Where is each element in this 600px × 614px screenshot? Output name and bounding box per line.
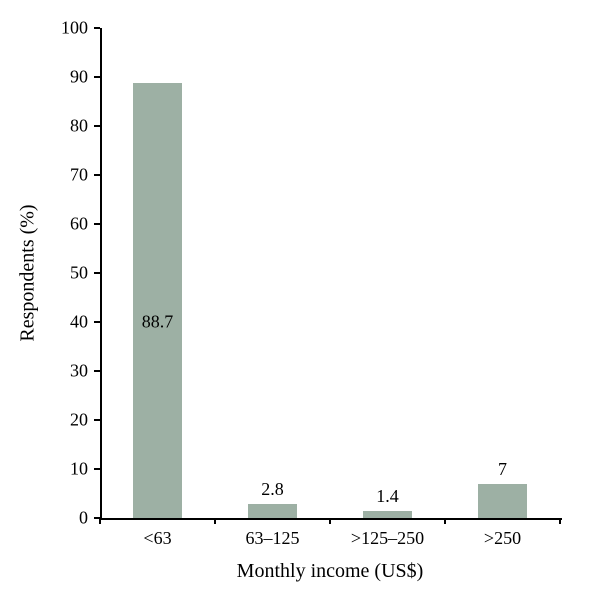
y-tick-label: 10 <box>0 459 88 480</box>
y-tick-label: 80 <box>0 116 88 137</box>
x-tick-label: >250 <box>484 528 521 549</box>
y-tick-label: 20 <box>0 410 88 431</box>
y-tick <box>94 419 100 421</box>
y-tick <box>94 174 100 176</box>
y-tick-label: 30 <box>0 361 88 382</box>
y-axis-line <box>100 28 102 520</box>
y-tick-label: 0 <box>0 508 88 529</box>
y-tick-label: 90 <box>0 67 88 88</box>
y-tick <box>94 321 100 323</box>
x-tick <box>99 518 101 524</box>
x-tick-label: <63 <box>143 528 171 549</box>
y-tick <box>94 468 100 470</box>
bar <box>133 83 181 518</box>
x-tick-label: >125–250 <box>351 528 424 549</box>
x-axis-line <box>100 518 562 520</box>
bar <box>248 504 296 518</box>
x-tick <box>559 518 561 524</box>
income-bar-chart: 0 10 20 30 40 50 60 70 80 90 100 Respondents (%) 88.… <box>0 0 600 614</box>
y-tick-label: 60 <box>0 214 88 235</box>
x-tick <box>214 518 216 524</box>
bar-value-label: 88.7 <box>142 312 174 333</box>
y-tick <box>94 125 100 127</box>
y-tick-label: 50 <box>0 263 88 284</box>
y-tick-label: 70 <box>0 165 88 186</box>
bar-value-label: 1.4 <box>376 486 399 507</box>
y-tick <box>94 370 100 372</box>
y-tick <box>94 27 100 29</box>
y-tick <box>94 272 100 274</box>
bar <box>478 484 526 518</box>
bar <box>363 511 411 518</box>
x-tick-label: 63–125 <box>246 528 300 549</box>
y-tick <box>94 76 100 78</box>
y-tick-label: 100 <box>0 18 88 39</box>
x-tick <box>329 518 331 524</box>
x-axis-title: Monthly income (US$) <box>237 560 424 583</box>
y-axis-title: Respondents (%) <box>17 204 40 341</box>
x-tick <box>444 518 446 524</box>
bar-value-label: 2.8 <box>261 479 284 500</box>
y-tick <box>94 223 100 225</box>
bar-value-label: 7 <box>498 459 507 480</box>
y-tick-label: 40 <box>0 312 88 333</box>
